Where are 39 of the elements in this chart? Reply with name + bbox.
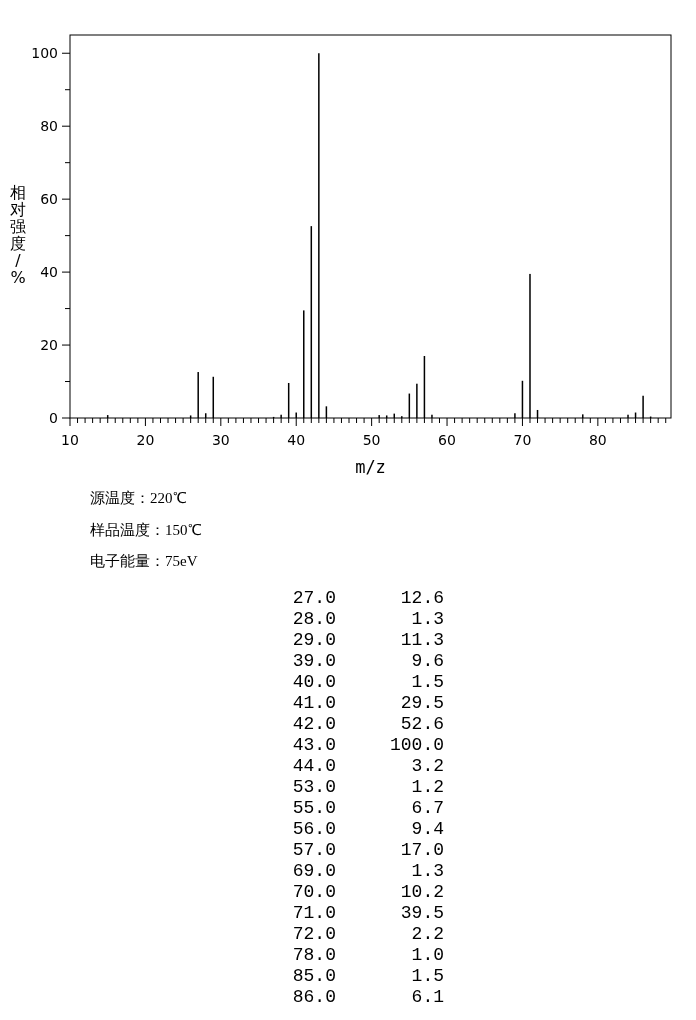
x-tick-label: 40 (287, 432, 306, 448)
text: 27.0 12.6 (292, 588, 444, 608)
x-tick-label: 70 (513, 432, 532, 448)
text: 69.0 1.3 (292, 861, 444, 881)
text: 40.0 1.5 (292, 672, 444, 692)
text: 源温度：220℃ (90, 490, 187, 506)
text: 样品温度：150℃ (90, 521, 202, 538)
text: 86.0 6.1 (292, 987, 444, 1007)
text: 78.0 1.0 (292, 945, 444, 965)
text: 70.0 10.2 (292, 882, 444, 902)
x-tick-label: 60 (438, 432, 456, 448)
text: 57.0 17.0 (292, 840, 444, 860)
y-tick-label: 40 (40, 264, 58, 281)
y-tick-label: 0 (49, 410, 58, 426)
text: 85.0 1.5 (292, 966, 444, 986)
x-tick-label: 50 (362, 432, 381, 448)
text: 电子能量：75eV (90, 553, 198, 569)
x-tick-label: 10 (61, 432, 79, 448)
y-tick-label: 60 (40, 191, 58, 208)
y-tick-label: 100 (31, 45, 58, 62)
y-tick-label: 80 (40, 118, 58, 135)
x-axis-title: m/z (355, 457, 386, 477)
text: 28.0 1.3 (292, 609, 444, 629)
y-tick-label: 20 (40, 337, 58, 354)
text: 55.0 6.7 (292, 798, 444, 818)
x-tick-label: 20 (136, 432, 155, 448)
text: 29.0 11.3 (292, 630, 444, 650)
y-axis-title: 相对强度/% (10, 183, 26, 287)
text: 39.0 9.6 (292, 651, 444, 671)
text: 41.0 29.5 (292, 693, 444, 713)
text: 42.0 52.6 (292, 714, 444, 734)
text: 71.0 39.5 (292, 903, 444, 923)
x-tick-label: 80 (588, 432, 607, 448)
text: 53.0 1.2 (292, 777, 444, 797)
text: 44.0 3.2 (292, 756, 444, 776)
text: 56.0 9.4 (292, 819, 444, 839)
text: 43.0 100.0 (292, 735, 444, 755)
text: 72.0 2.2 (292, 924, 444, 944)
x-tick-label: 30 (211, 432, 230, 448)
